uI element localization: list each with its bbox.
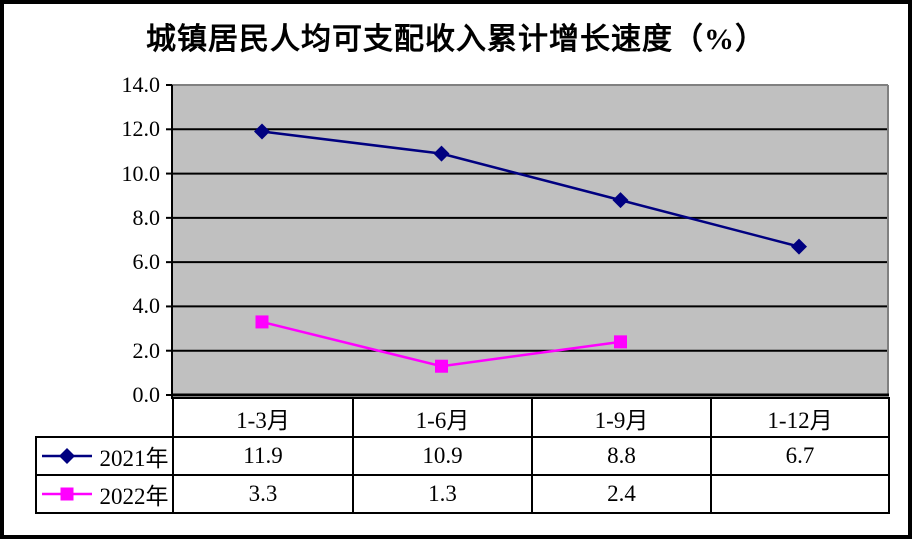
legend-inner: 2021年 — [38, 439, 171, 473]
table-value-cell: 11.9 — [172, 436, 354, 476]
y-tick-label: 8.0 — [132, 204, 161, 230]
y-tick-label: 4.0 — [132, 293, 161, 319]
series-line-2021年 — [261, 130, 800, 248]
legend-swatch-2022年 — [41, 487, 92, 501]
y-tick-label: 10.0 — [121, 160, 161, 186]
y-tick-label: 6.0 — [132, 249, 161, 275]
diamond-marker-icon — [433, 145, 450, 162]
table-header-cell: 1-9月 — [531, 397, 712, 438]
legend-inner: 2022年 — [38, 477, 171, 511]
table-header-cell: 1-12月 — [710, 397, 890, 438]
diamond-marker-icon — [58, 448, 75, 464]
square-marker-icon — [255, 315, 269, 329]
y-tick-label: 2.0 — [132, 337, 161, 363]
legend-item-2021年: 2021年 — [35, 436, 174, 476]
y-tick-label: 12.0 — [121, 116, 161, 142]
legend-swatch-2021年 — [41, 448, 92, 464]
table-value-cell: 3.3 — [172, 474, 354, 514]
table-corner-blank — [36, 398, 174, 438]
plot-area — [172, 85, 888, 395]
table-value-cell: 1.3 — [352, 474, 533, 514]
chart-title: 城镇居民人均可支配收入累计增长速度（%） — [146, 23, 766, 56]
data-table: 1-3月 1-6月 1-9月 1-12月 2021年 11.9 10.9 8.8 6.7 2022… — [35, 397, 890, 514]
table-value-cell — [710, 474, 890, 514]
table-value-cell: 6.7 — [710, 436, 890, 476]
table-value-cell: 2.4 — [531, 474, 712, 514]
diamond-marker-icon — [254, 123, 270, 140]
legend-label: 2021年 — [99, 446, 169, 471]
diamond-marker-icon — [791, 238, 807, 255]
table-header-cell: 1-6月 — [352, 397, 533, 438]
diamond-marker-icon — [612, 192, 629, 209]
square-marker-icon — [60, 487, 73, 501]
table-value-cell: 10.9 — [352, 436, 533, 476]
legend-label: 2022年 — [99, 484, 169, 509]
square-marker-icon — [614, 335, 627, 349]
legend-item-2022年: 2022年 — [35, 474, 174, 514]
square-marker-icon — [435, 359, 448, 373]
table-header-cell: 1-3月 — [172, 397, 354, 438]
y-tick-label: 14.0 — [121, 72, 161, 97]
table-value-cell: 8.8 — [531, 436, 712, 476]
